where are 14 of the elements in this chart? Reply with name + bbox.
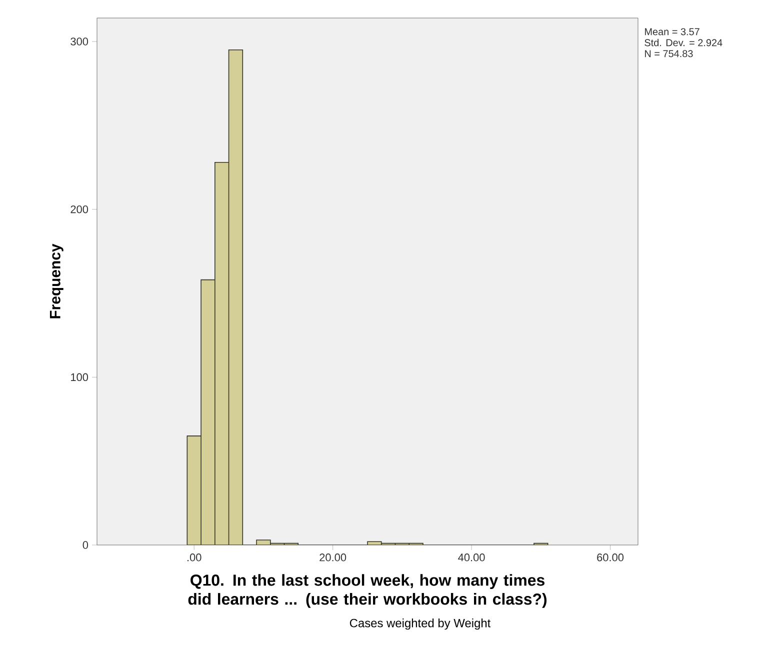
text: Std. Dev. = 2.924 (644, 38, 722, 46)
x-tick-label: 60.00 (597, 554, 624, 562)
y-axis-title: Frequency (50, 244, 64, 318)
x-tick-label: 20.00 (320, 554, 346, 562)
x-tick-label: 40.00 (458, 554, 485, 562)
y-tick-label: 300 (70, 38, 88, 46)
text: Mean = 3.57 (645, 28, 700, 36)
x-axis-title: Q10. In the last school week, how many times did learners ... (use their workbooks in class?) (188, 574, 547, 608)
text: N = 754.83 (645, 50, 693, 58)
y-tick-label: 200 (70, 205, 88, 214)
x-tick-label: .00 (187, 554, 202, 562)
y-tick-label: 100 (71, 373, 88, 382)
y-tick-label: 0 (82, 541, 88, 549)
text: Cases weighted by Weight (350, 618, 491, 630)
